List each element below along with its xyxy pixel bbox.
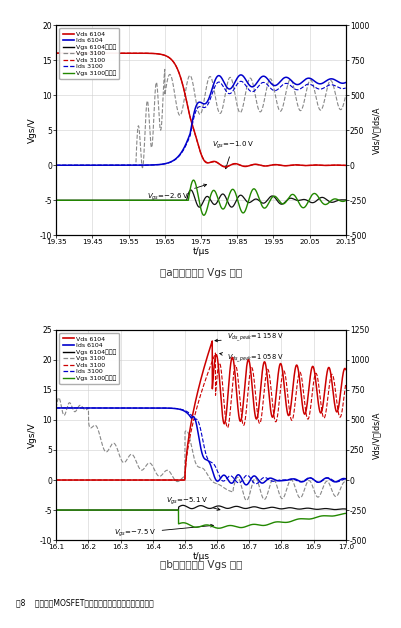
Legend: Vds 6104, Ids 6104, Vgs 6104陪试管, Vgs 3100, Vds 3100, Ids 3100, Vgs 3100陪试管: Vds 6104, Ids 6104, Vgs 6104陪试管, Vgs 310… xyxy=(59,333,119,384)
Y-axis label: Vds/V，Ids/A: Vds/V，Ids/A xyxy=(371,411,380,458)
Y-axis label: Vgs/V: Vgs/V xyxy=(28,422,37,448)
Text: $V_{ds\_peak}$=1 158 V: $V_{ds\_peak}$=1 158 V xyxy=(215,332,283,344)
Text: $V_{gs}$=−7.5 V: $V_{gs}$=−7.5 V xyxy=(114,524,213,539)
X-axis label: t/μs: t/μs xyxy=(192,247,209,256)
Y-axis label: Vgs/V: Vgs/V xyxy=(28,117,37,143)
X-axis label: t/μs: t/μs xyxy=(192,551,209,561)
Text: $V_{ds\_peak}$=1 058 V: $V_{ds\_peak}$=1 058 V xyxy=(219,352,283,365)
Text: $V_{gs}$=−1.0 V: $V_{gs}$=−1.0 V xyxy=(211,140,254,169)
Legend: Vds 6104, Ids 6104, Vgs 6104陪试管, Vgs 3100, Vds 3100, Ids 3100, Vgs 3100陪试管: Vds 6104, Ids 6104, Vgs 6104陪试管, Vgs 310… xyxy=(59,28,119,79)
Y-axis label: Vds/V，Ids/A: Vds/V，Ids/A xyxy=(371,107,380,154)
Text: $V_{gs}$=−2.6 V: $V_{gs}$=−2.6 V xyxy=(146,184,206,202)
Text: 图8    两种不同MOSFET内阻的驱动集成电路串扰测试波形: 图8 两种不同MOSFET内阻的驱动集成电路串扰测试波形 xyxy=(16,598,154,607)
Text: （a）开通串扰 Vgs 波形: （a）开通串扰 Vgs 波形 xyxy=(160,268,241,278)
Text: （b）关断串扰 Vgs 波形: （b）关断串扰 Vgs 波形 xyxy=(160,560,241,570)
Text: $V_{gs}$=−5.1 V: $V_{gs}$=−5.1 V xyxy=(165,495,219,511)
